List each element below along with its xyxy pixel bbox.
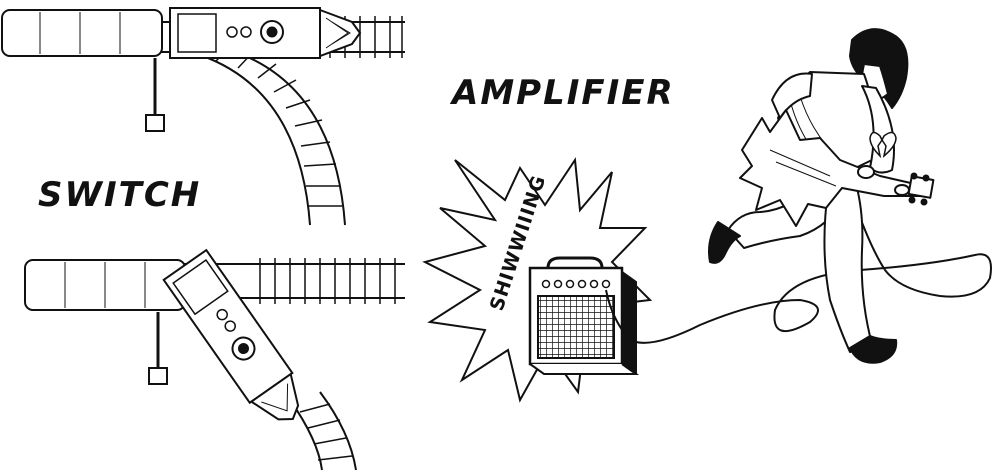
amp-knobs bbox=[541, 279, 611, 289]
switch-bottom-panel bbox=[24, 248, 405, 471]
amplifier-title: AMPLIFIER bbox=[449, 73, 675, 113]
curved-track-top bbox=[199, 44, 346, 226]
guitar-cable bbox=[605, 211, 992, 344]
freight-wagon-top bbox=[1, 9, 163, 57]
right-shoe bbox=[849, 335, 898, 364]
switch-lever-top bbox=[145, 58, 165, 132]
switch-title: SWITCH bbox=[38, 175, 201, 215]
guitar bbox=[739, 109, 929, 227]
switch-top-panel bbox=[1, 7, 405, 226]
amplifier-cabinet bbox=[528, 256, 640, 375]
locomotive-bottom bbox=[162, 248, 300, 421]
locomotive-top bbox=[169, 7, 362, 59]
freight-wagon-bottom bbox=[24, 259, 186, 311]
left-shoe bbox=[708, 221, 741, 264]
broken-heart-icon bbox=[869, 131, 897, 159]
curved-track-bottom bbox=[289, 391, 357, 471]
guitarist bbox=[708, 28, 935, 364]
switch-lever-bottom bbox=[148, 312, 168, 385]
